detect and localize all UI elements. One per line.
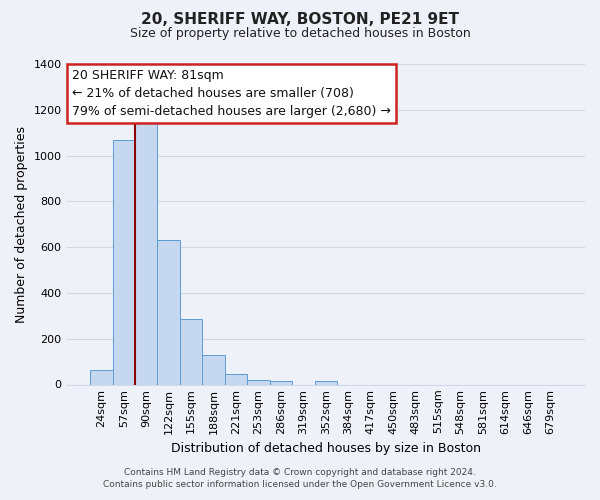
- Text: Contains HM Land Registry data © Crown copyright and database right 2024.
Contai: Contains HM Land Registry data © Crown c…: [103, 468, 497, 489]
- Bar: [135, 119, 157, 384]
- Bar: [314, 381, 337, 384]
- Bar: [202, 354, 225, 384]
- Bar: [90, 370, 113, 384]
- Bar: [269, 381, 292, 384]
- Bar: [247, 380, 269, 384]
- Text: Size of property relative to detached houses in Boston: Size of property relative to detached ho…: [130, 28, 470, 40]
- Bar: [225, 374, 247, 384]
- Y-axis label: Number of detached properties: Number of detached properties: [15, 126, 28, 323]
- Bar: [180, 320, 202, 384]
- Bar: [157, 240, 180, 384]
- Bar: [113, 140, 135, 384]
- Text: 20 SHERIFF WAY: 81sqm
← 21% of detached houses are smaller (708)
79% of semi-det: 20 SHERIFF WAY: 81sqm ← 21% of detached …: [72, 69, 391, 118]
- Text: 20, SHERIFF WAY, BOSTON, PE21 9ET: 20, SHERIFF WAY, BOSTON, PE21 9ET: [141, 12, 459, 28]
- X-axis label: Distribution of detached houses by size in Boston: Distribution of detached houses by size …: [171, 442, 481, 455]
